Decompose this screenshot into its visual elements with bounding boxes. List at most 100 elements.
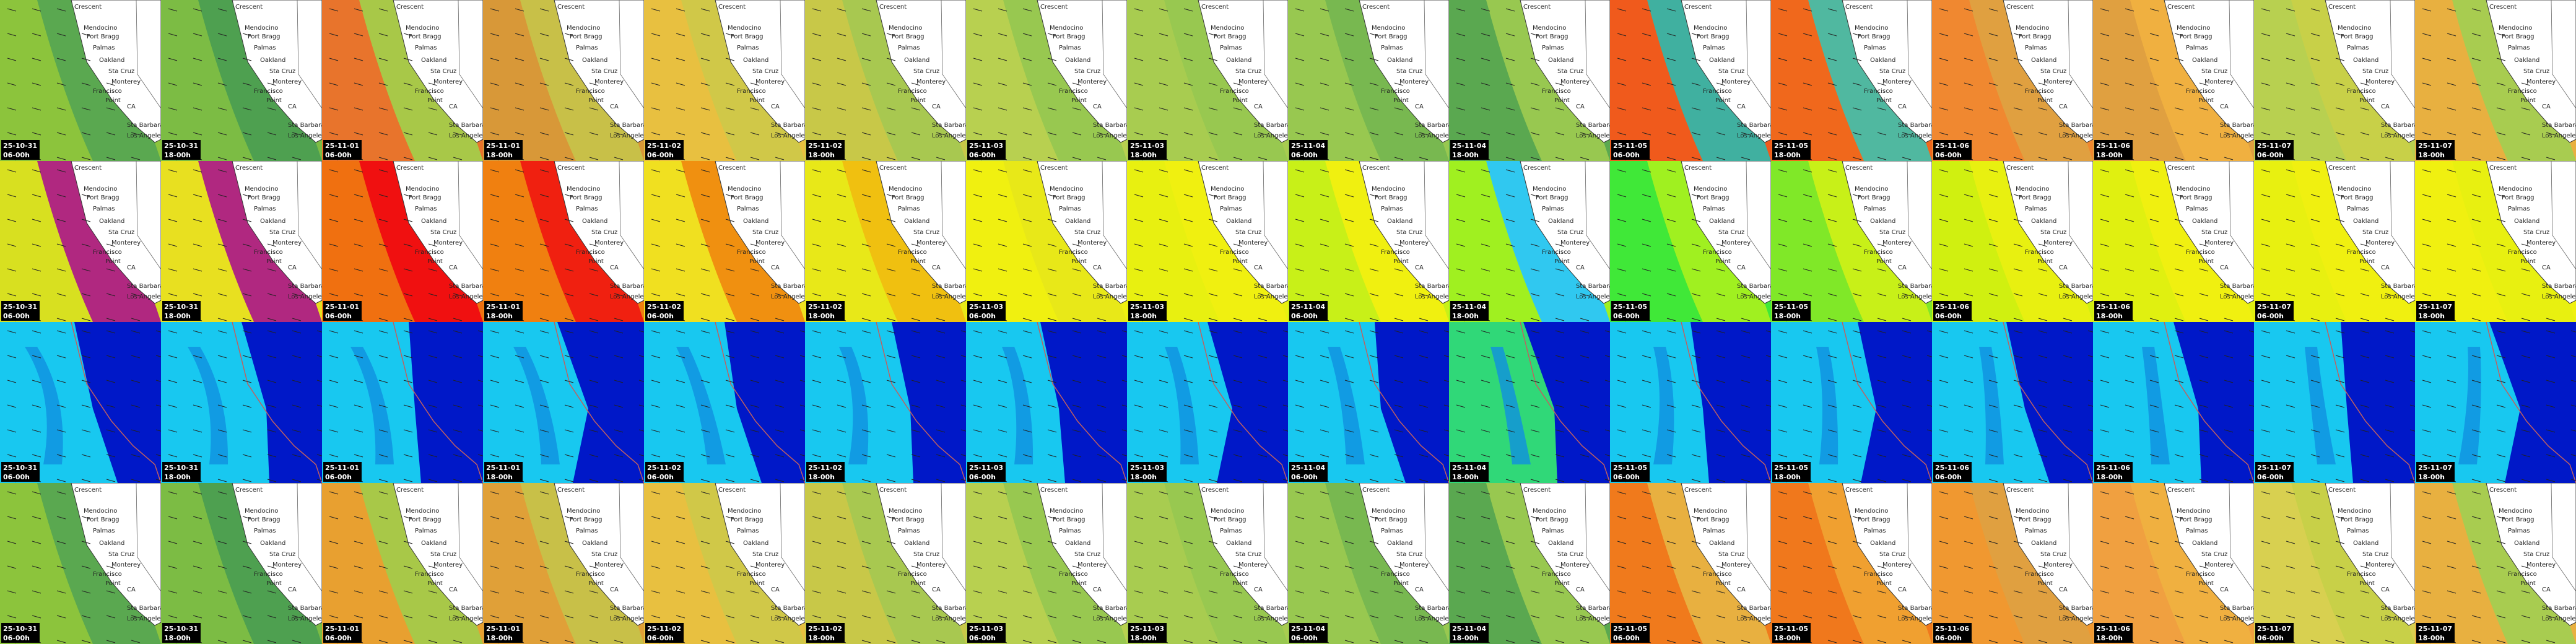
- date-label: 25-11-04: [1452, 625, 1486, 633]
- wind-arrow: [2570, 479, 2576, 481]
- wind-arrow: [32, 565, 41, 569]
- wind-arrow: [1121, 380, 1127, 382]
- wind-arrow: [2360, 479, 2370, 482]
- wind-arrow: [1902, 454, 1912, 458]
- wind-arrow: [428, 157, 438, 160]
- wind-arrow: [1183, 541, 1193, 544]
- state-border: [1263, 161, 1288, 270]
- wind-arrow: [725, 516, 735, 520]
- city-label: Fort Bragg: [892, 194, 925, 201]
- wind-arrow: [1233, 615, 1243, 619]
- wind-arrow: [193, 33, 202, 37]
- label-box: [484, 623, 523, 643]
- city-label: Palmas: [1220, 45, 1242, 51]
- wind-arrow: [676, 33, 685, 37]
- city-label: Sta Cruz: [752, 229, 778, 236]
- wind-arrow: [2447, 404, 2456, 408]
- wave-zone: [1858, 322, 1932, 483]
- wind-arrow: [1505, 219, 1515, 222]
- wind-arrow: [2199, 429, 2209, 433]
- wind-arrow: [2013, 380, 2023, 383]
- city-label: Point: [2520, 258, 2536, 265]
- city-label: Oakland: [1226, 540, 1251, 547]
- wind-arrow: [217, 541, 227, 544]
- wind-arrow: [725, 293, 735, 297]
- wind-arrow: [886, 590, 896, 594]
- wind-arrow: [1072, 330, 1082, 334]
- wind-arrow: [329, 380, 339, 383]
- wind-arrow: [1320, 8, 1329, 12]
- city-label: Crescent: [2006, 165, 2034, 172]
- wind-arrow: [354, 219, 363, 222]
- wind-arrow: [2310, 318, 2320, 321]
- wind-arrow: [676, 293, 685, 297]
- wind-arrow: [354, 355, 363, 359]
- wind-arrow: [539, 58, 549, 61]
- city-label: Francisco: [1381, 88, 1410, 95]
- wind-arrow: [32, 8, 41, 12]
- time-label: 06-00h: [3, 312, 30, 320]
- wind-arrow: [1803, 380, 1812, 383]
- wind-arrow: [1419, 330, 1429, 334]
- wind-arrow: [1022, 355, 1032, 359]
- wind-arrow: [1530, 516, 1540, 520]
- wind-arrow: [638, 330, 644, 333]
- wind-arrow: [2471, 8, 2481, 12]
- wind-arrow: [2063, 615, 2073, 619]
- wind-arrow: [2496, 268, 2506, 272]
- wind-arrow: [2224, 318, 2234, 321]
- wind-arrow: [354, 268, 363, 272]
- wind-arrow: [700, 640, 710, 643]
- wind-arrow: [2013, 615, 2023, 619]
- wind-arrow: [2546, 404, 2556, 408]
- wind-arrow: [378, 268, 388, 272]
- wind-arrow: [539, 82, 549, 86]
- wind-arrow: [1208, 132, 1218, 136]
- wind-arrow: [1072, 479, 1082, 482]
- wind-arrow: [651, 132, 661, 136]
- wind-arrow: [1369, 82, 1379, 86]
- wind-arrow: [329, 516, 339, 520]
- wind-arrow: [1419, 380, 1429, 383]
- land: [1198, 161, 1288, 304]
- wind-arrow: [564, 318, 574, 321]
- wind-arrow: [217, 132, 227, 136]
- city-label: Los Angeles: [2542, 133, 2576, 139]
- wind-arrow: [2286, 429, 2295, 433]
- wind-arrow: [1097, 404, 1107, 408]
- wind-arrow: [2496, 58, 2506, 61]
- wind-arrow: [1877, 82, 1887, 86]
- wind-arrow: [1902, 640, 1912, 643]
- city-label: Monterey: [2526, 562, 2556, 568]
- wind-arrow: [1097, 293, 1107, 297]
- wave-zone: [839, 347, 869, 464]
- date-label: 25-11-05: [1774, 142, 1808, 150]
- wind-arrow: [217, 330, 227, 334]
- wind-arrow: [1456, 293, 1466, 297]
- wind-arrow: [1691, 615, 1701, 619]
- wind-arrow: [1258, 330, 1268, 334]
- land: [2486, 483, 2576, 626]
- wind-arrow: [1778, 268, 1788, 272]
- state-border: [2551, 483, 2576, 592]
- wind-arrow: [403, 33, 413, 37]
- wind-arrow: [1159, 132, 1168, 136]
- wind-arrow: [1344, 82, 1354, 86]
- wind-arrow: [56, 380, 66, 383]
- wind-arrow: [2038, 429, 2048, 433]
- wind-arrow: [1642, 404, 1651, 408]
- wind-arrow: [81, 243, 91, 247]
- wind-arrow: [799, 404, 805, 407]
- city-label: Sta Barbara: [127, 605, 163, 612]
- wind-arrow: [155, 404, 161, 407]
- wind-arrow: [329, 58, 339, 61]
- city-label: Francisco: [898, 571, 927, 578]
- wind-arrow: [1691, 194, 1701, 198]
- wind-arrow: [56, 243, 66, 247]
- wind-arrow: [1047, 157, 1057, 160]
